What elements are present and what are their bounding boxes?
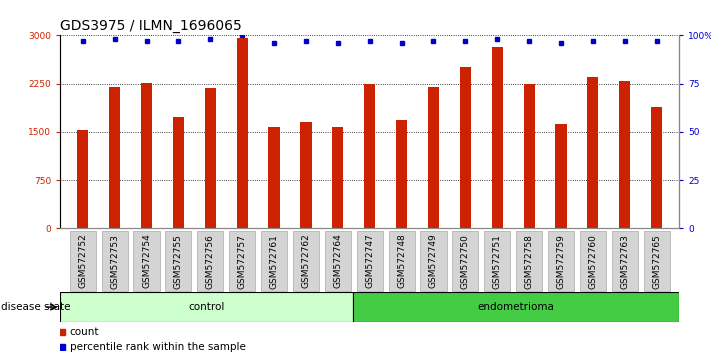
Text: GSM572757: GSM572757 <box>237 234 247 289</box>
Bar <box>173 117 184 228</box>
FancyBboxPatch shape <box>229 232 255 291</box>
Bar <box>332 127 343 228</box>
Text: disease state: disease state <box>1 302 70 312</box>
Text: count: count <box>70 327 100 337</box>
FancyBboxPatch shape <box>452 232 479 291</box>
Text: GSM572758: GSM572758 <box>525 234 534 289</box>
FancyBboxPatch shape <box>293 232 319 291</box>
Text: percentile rank within the sample: percentile rank within the sample <box>70 342 245 352</box>
Text: GSM572753: GSM572753 <box>110 234 119 289</box>
Bar <box>237 38 247 228</box>
FancyBboxPatch shape <box>70 232 96 291</box>
FancyBboxPatch shape <box>102 232 128 291</box>
Bar <box>460 67 471 228</box>
Text: GSM572751: GSM572751 <box>493 234 502 289</box>
Text: GSM572748: GSM572748 <box>397 234 406 289</box>
FancyBboxPatch shape <box>134 232 159 291</box>
Text: GSM572761: GSM572761 <box>269 234 279 289</box>
Text: GSM572749: GSM572749 <box>429 234 438 289</box>
Bar <box>587 76 599 228</box>
FancyBboxPatch shape <box>388 232 415 291</box>
Text: endometrioma: endometrioma <box>478 302 555 312</box>
FancyBboxPatch shape <box>516 232 542 291</box>
FancyBboxPatch shape <box>261 232 287 291</box>
FancyBboxPatch shape <box>611 232 638 291</box>
FancyBboxPatch shape <box>60 292 353 322</box>
Text: GSM572747: GSM572747 <box>365 234 374 289</box>
FancyBboxPatch shape <box>643 232 670 291</box>
Text: GSM572756: GSM572756 <box>205 234 215 289</box>
Text: GDS3975 / ILMN_1696065: GDS3975 / ILMN_1696065 <box>60 19 242 33</box>
Bar <box>396 120 407 228</box>
Text: GSM572762: GSM572762 <box>301 234 311 289</box>
FancyBboxPatch shape <box>353 292 679 322</box>
FancyBboxPatch shape <box>325 232 351 291</box>
FancyBboxPatch shape <box>548 232 574 291</box>
FancyBboxPatch shape <box>580 232 606 291</box>
Bar <box>428 87 439 228</box>
Bar <box>300 122 311 228</box>
Text: GSM572759: GSM572759 <box>557 234 565 289</box>
Bar <box>109 87 120 228</box>
Text: GSM572763: GSM572763 <box>620 234 629 289</box>
FancyBboxPatch shape <box>197 232 223 291</box>
Text: GSM572765: GSM572765 <box>652 234 661 289</box>
Bar <box>77 130 88 228</box>
Bar <box>555 124 567 228</box>
FancyBboxPatch shape <box>166 232 191 291</box>
Text: GSM572760: GSM572760 <box>589 234 597 289</box>
Text: GSM572754: GSM572754 <box>142 234 151 289</box>
Bar <box>492 47 503 228</box>
FancyBboxPatch shape <box>420 232 447 291</box>
Text: GSM572752: GSM572752 <box>78 234 87 289</box>
Text: GSM572764: GSM572764 <box>333 234 342 289</box>
FancyBboxPatch shape <box>357 232 383 291</box>
Bar <box>619 81 631 228</box>
Bar <box>364 84 375 228</box>
Text: GSM572750: GSM572750 <box>461 234 470 289</box>
Bar <box>141 83 152 228</box>
Bar <box>523 84 535 228</box>
Bar <box>205 88 216 228</box>
Text: control: control <box>188 302 225 312</box>
Bar <box>269 127 279 228</box>
Text: GSM572755: GSM572755 <box>174 234 183 289</box>
Bar <box>651 107 662 228</box>
FancyBboxPatch shape <box>484 232 510 291</box>
